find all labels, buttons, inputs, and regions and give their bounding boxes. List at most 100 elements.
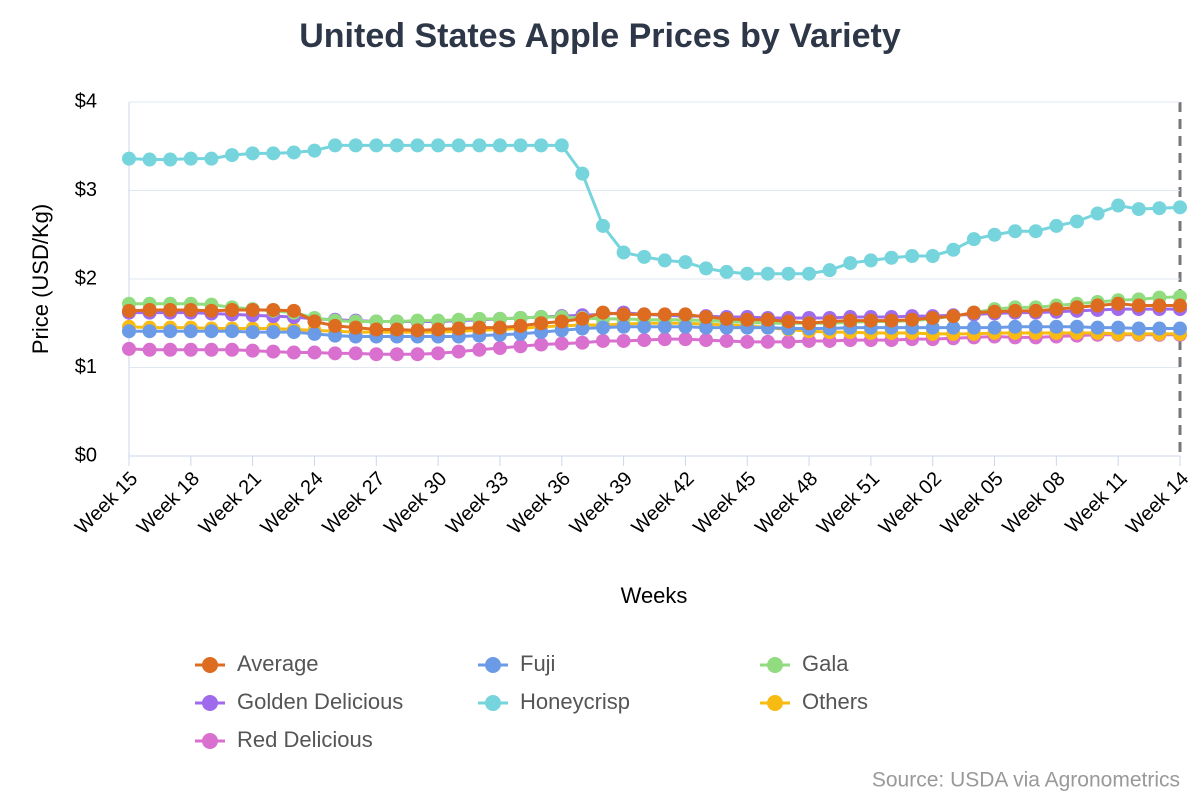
data-point <box>884 313 899 328</box>
data-point <box>657 319 672 334</box>
legend-marker <box>202 657 218 673</box>
data-point <box>534 337 549 352</box>
data-point <box>163 342 178 357</box>
data-point <box>1090 320 1105 335</box>
data-point <box>534 138 549 153</box>
series-line <box>128 302 1180 332</box>
data-point <box>781 314 796 329</box>
data-point <box>1131 202 1146 217</box>
data-point <box>410 347 425 362</box>
legend-label: Golden Delicious <box>237 689 403 714</box>
chart-title: United States Apple Prices by Variety <box>299 17 901 55</box>
data-point <box>925 310 940 325</box>
data-point <box>163 324 178 339</box>
data-point <box>1069 300 1084 315</box>
data-point <box>1152 321 1167 336</box>
data-point <box>637 307 652 322</box>
data-point <box>410 323 425 338</box>
data-point <box>328 346 343 361</box>
legend-item: Honeycrisp <box>478 689 630 714</box>
data-point <box>554 138 569 153</box>
data-point <box>286 345 301 360</box>
data-point <box>637 319 652 334</box>
data-point <box>781 334 796 349</box>
data-point <box>307 143 322 158</box>
data-point <box>1069 214 1084 229</box>
data-point <box>369 138 384 153</box>
x-axis-label: Weeks <box>621 583 688 608</box>
data-point <box>307 345 322 360</box>
legend-marker <box>485 657 501 673</box>
x-tick-label: Week 05 <box>937 468 1008 539</box>
data-point <box>266 344 281 359</box>
legend-label: Gala <box>802 651 849 676</box>
data-point <box>328 328 343 343</box>
data-point <box>616 333 631 348</box>
data-point <box>1173 321 1187 336</box>
data-point <box>637 249 652 264</box>
series-line <box>129 325 1180 339</box>
data-point <box>987 320 1002 335</box>
data-point <box>863 313 878 328</box>
data-point <box>225 342 240 357</box>
data-point <box>719 333 734 348</box>
data-point <box>492 341 507 356</box>
data-point <box>1049 302 1064 317</box>
data-point <box>286 325 301 340</box>
data-point <box>328 138 343 153</box>
data-point <box>1069 319 1084 334</box>
data-point <box>472 342 487 357</box>
data-point <box>699 261 714 276</box>
data-point <box>966 320 981 335</box>
data-point <box>616 307 631 322</box>
data-point <box>925 248 940 263</box>
data-point <box>575 335 590 350</box>
data-point <box>1111 296 1126 311</box>
data-point <box>142 324 157 339</box>
data-point <box>1008 224 1023 239</box>
legend-marker <box>202 695 218 711</box>
data-point <box>1152 298 1167 313</box>
legend-marker <box>202 733 218 749</box>
x-tick-label: Week 18 <box>133 468 204 539</box>
data-point <box>1131 321 1146 336</box>
x-tick-label: Week 14 <box>1122 468 1193 539</box>
data-point <box>905 312 920 327</box>
data-point <box>492 320 507 335</box>
data-point <box>142 342 157 357</box>
data-point <box>678 255 693 270</box>
y-tick-label: $0 <box>75 444 97 466</box>
data-point <box>245 343 260 358</box>
data-point <box>595 305 610 320</box>
data-point <box>369 322 384 337</box>
data-point <box>225 148 240 163</box>
data-point <box>699 310 714 325</box>
data-point <box>678 307 693 322</box>
data-point <box>122 341 136 356</box>
data-point <box>534 316 549 331</box>
data-point <box>204 151 219 166</box>
data-point <box>410 138 425 153</box>
data-point <box>122 324 136 339</box>
data-point <box>760 266 775 281</box>
data-point <box>225 302 240 317</box>
data-point <box>678 332 693 347</box>
x-tick-label: Week 42 <box>628 468 699 539</box>
data-point <box>389 347 404 362</box>
data-point <box>595 218 610 233</box>
x-tick-label: Week 27 <box>318 468 389 539</box>
data-point <box>204 303 219 318</box>
x-tick-label: Week 30 <box>380 468 451 539</box>
data-point <box>183 342 198 357</box>
data-point <box>740 334 755 349</box>
data-point <box>946 320 961 335</box>
x-tick-label: Week 36 <box>504 468 575 539</box>
data-point <box>204 342 219 357</box>
legend-item: Golden Delicious <box>195 689 403 714</box>
data-point <box>245 302 260 317</box>
data-point <box>657 307 672 322</box>
data-point <box>802 266 817 281</box>
data-point <box>389 322 404 337</box>
x-tick-label: Week 21 <box>195 468 266 539</box>
